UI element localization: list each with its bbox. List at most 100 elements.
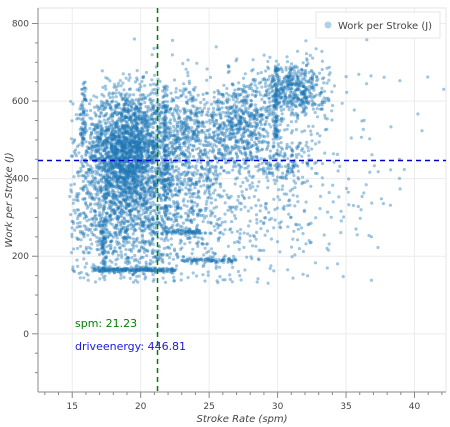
data-point [112, 137, 116, 141]
data-point [119, 84, 123, 88]
data-point [134, 98, 138, 102]
data-point [129, 137, 133, 141]
data-point [109, 134, 113, 138]
data-point [195, 107, 199, 111]
data-point [116, 253, 120, 257]
data-point [123, 156, 128, 160]
data-point [120, 97, 124, 101]
data-point [126, 145, 130, 149]
data-point [144, 152, 148, 157]
data-point [110, 171, 114, 175]
data-point [152, 181, 156, 185]
data-point [143, 145, 147, 149]
data-point [233, 136, 237, 140]
data-point [85, 148, 89, 152]
data-point [116, 81, 120, 86]
data-point [129, 116, 133, 120]
data-point [250, 138, 254, 142]
data-point [135, 191, 139, 195]
data-point [212, 123, 216, 128]
data-point [148, 98, 152, 102]
data-point [140, 79, 144, 84]
data-point [118, 79, 122, 83]
data-point [128, 135, 132, 139]
data-point [327, 73, 331, 77]
data-point [280, 112, 284, 116]
data-point [293, 95, 297, 99]
data-point [98, 105, 102, 109]
data-point [121, 176, 125, 180]
data-point [190, 134, 195, 138]
data-point [121, 118, 125, 122]
data-point [297, 177, 301, 181]
data-point [103, 165, 107, 169]
data-point [211, 147, 215, 152]
data-point [182, 82, 186, 86]
data-point [83, 132, 87, 136]
data-point [119, 193, 123, 197]
data-point [332, 84, 337, 88]
data-point [131, 185, 135, 189]
data-point [98, 140, 102, 144]
data-point [124, 130, 128, 134]
data-point [175, 122, 179, 127]
data-point [164, 145, 168, 149]
data-point [139, 110, 143, 114]
data-point [133, 139, 137, 143]
data-point [121, 97, 125, 101]
data-point [151, 98, 155, 102]
data-point [126, 227, 130, 231]
data-point [123, 96, 127, 100]
data-point [124, 206, 128, 210]
data-point [123, 131, 127, 136]
data-point [97, 252, 102, 257]
data-point [126, 104, 131, 108]
data-point [80, 107, 84, 111]
data-point [123, 106, 127, 110]
data-point [114, 125, 118, 129]
data-point [116, 84, 120, 88]
data-point [143, 123, 147, 128]
data-point [78, 221, 82, 225]
data-point [110, 210, 114, 214]
data-point [89, 210, 93, 214]
data-point [229, 132, 233, 136]
data-point [139, 106, 143, 111]
data-point [124, 180, 128, 184]
data-point [97, 121, 101, 125]
data-point [124, 248, 128, 252]
data-point [144, 166, 148, 170]
data-point [130, 151, 134, 155]
data-point [112, 85, 116, 89]
data-point [153, 183, 157, 187]
data-point [158, 122, 162, 126]
data-point [140, 117, 144, 121]
data-point [162, 150, 166, 154]
data-point [132, 145, 136, 149]
data-point [103, 278, 107, 282]
data-point [115, 125, 119, 129]
data-point [114, 123, 118, 127]
data-point [94, 213, 98, 217]
data-point [185, 115, 189, 119]
data-point [158, 172, 162, 176]
data-point [102, 160, 106, 164]
data-point [135, 151, 139, 155]
data-point [161, 125, 165, 129]
data-point [92, 127, 96, 131]
data-point [142, 111, 147, 115]
data-point [113, 147, 117, 151]
data-point [181, 170, 185, 175]
data-point [132, 119, 136, 123]
data-point [265, 229, 270, 233]
data-point [172, 129, 176, 133]
data-point [101, 140, 105, 144]
data-point [132, 37, 136, 41]
data-point [141, 222, 145, 226]
data-point [245, 84, 249, 89]
data-point [82, 111, 86, 115]
data-point [100, 132, 104, 136]
data-point [122, 135, 126, 139]
data-point [122, 127, 127, 131]
data-point [84, 202, 88, 206]
